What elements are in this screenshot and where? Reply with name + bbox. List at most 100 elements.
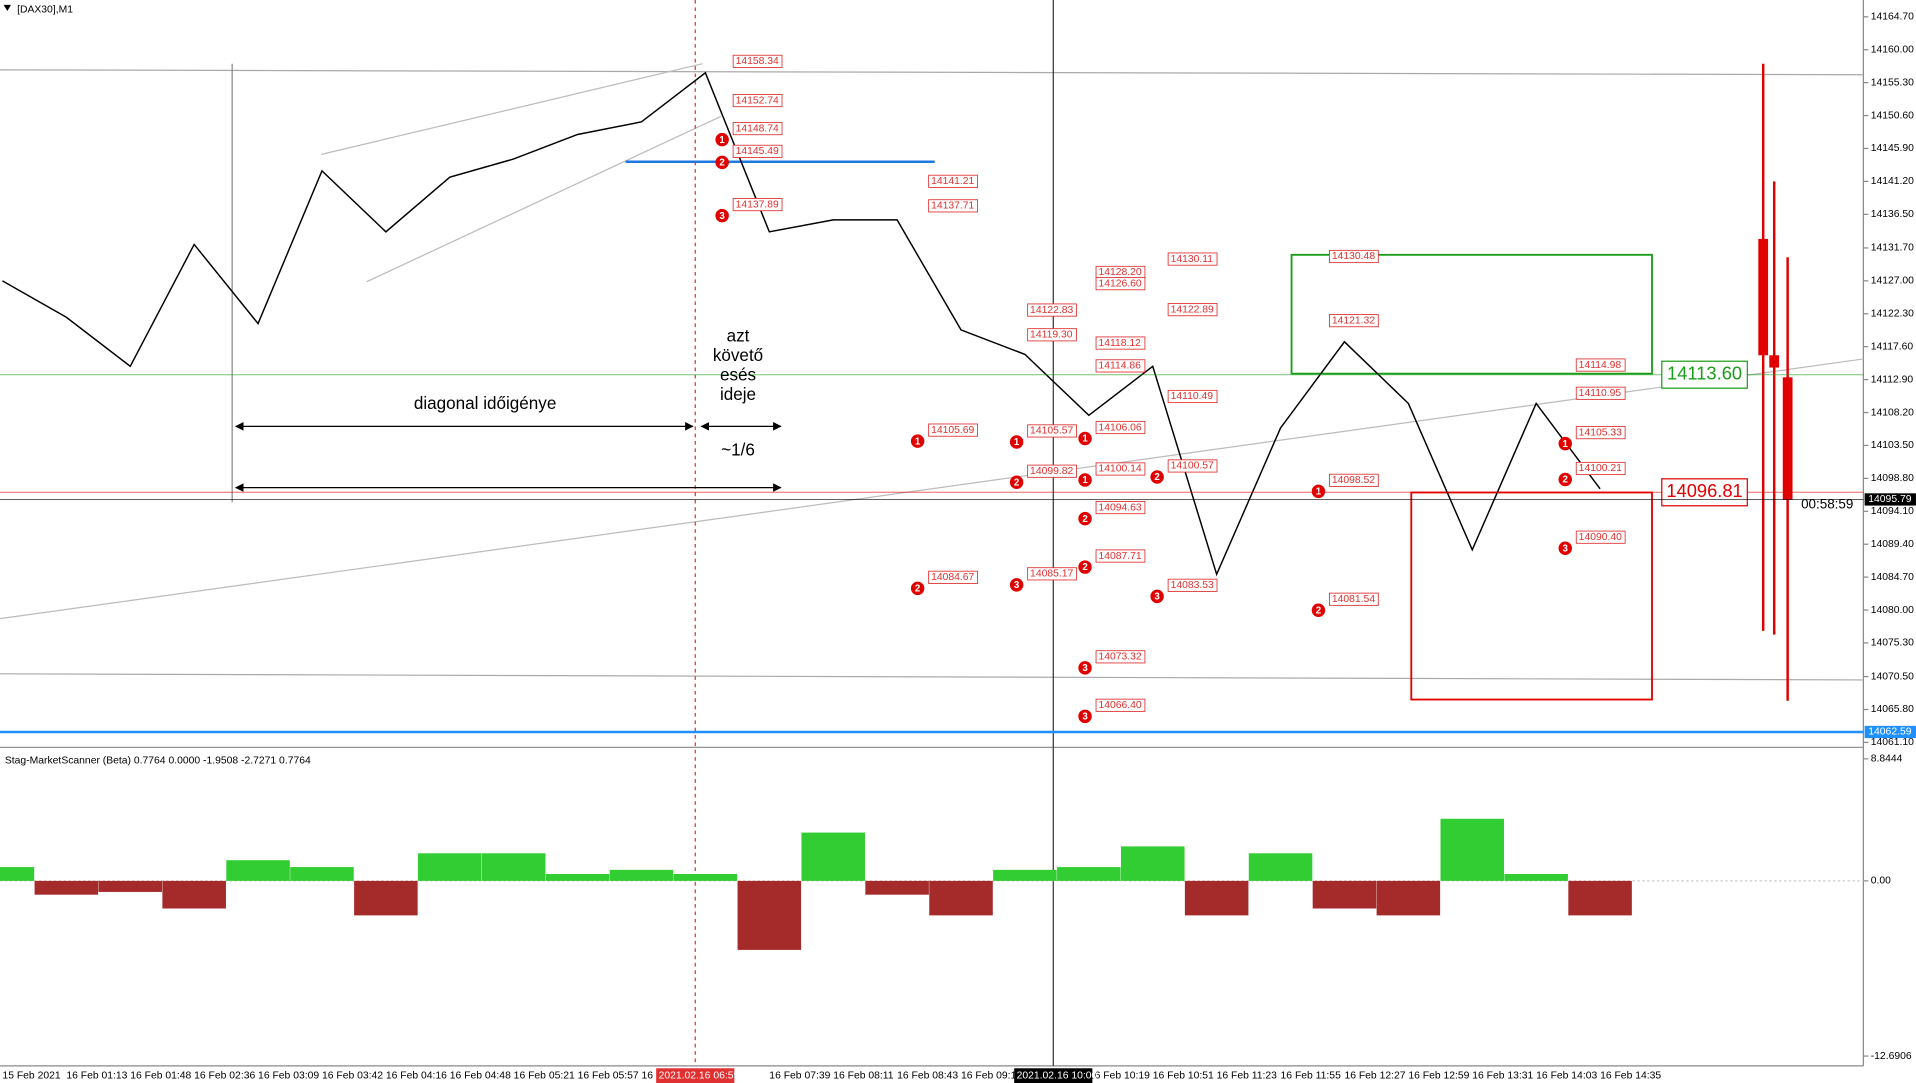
price-label-box (1095, 420, 1146, 435)
step-badge (1311, 484, 1326, 499)
y-tick-label: 14070.50 (1871, 671, 1914, 682)
chart-title: [DAX30],M1 (17, 5, 73, 16)
y-tick-label: 8.8444 (1871, 754, 1903, 765)
histogram-bar (0, 867, 35, 881)
marker-box (1661, 478, 1748, 507)
y-tick-label: 14094.10 (1871, 506, 1914, 517)
price-label: 14105.69 (931, 425, 974, 436)
y-tick-label: 14145.90 (1871, 143, 1914, 154)
histogram-bar (993, 869, 1057, 881)
price-label-box (732, 54, 783, 68)
y-tick-label: 14108.20 (1871, 407, 1914, 418)
price-label: 14100.14 (1098, 464, 1141, 475)
candle-body (1782, 377, 1793, 500)
x-tick-label: 16 (641, 1070, 653, 1081)
x-tick-label: 16 Feb 01:13 (66, 1070, 127, 1081)
price-label-box (732, 122, 783, 136)
countdown-timer: 00:58:59 (1801, 496, 1853, 511)
price-label-box (1027, 424, 1077, 438)
price-label: 14137.89 (736, 199, 779, 210)
x-tick-label: 16 Feb 07:39 (769, 1070, 830, 1081)
price-label-box (1167, 459, 1218, 473)
price-label: 14105.57 (1030, 426, 1073, 437)
price-label: 14081.54 (1332, 594, 1375, 605)
marker-label: 14113.60 (1667, 363, 1742, 384)
x-tick-label: 16 Feb 13:31 (1472, 1070, 1533, 1081)
x-tick-label: 16 Feb 08:11 (833, 1070, 894, 1081)
price-label: 14122.83 (1030, 305, 1073, 316)
price-label-box (1575, 530, 1626, 544)
x-tick-label: 16 Feb 05:21 (514, 1070, 575, 1081)
marker-label: 14096.81 (1666, 480, 1742, 501)
marker-box (1661, 360, 1748, 389)
crosshair-time-label: 2021.02.16 10:00 (1017, 1070, 1098, 1081)
x-tick-label: 16 Feb 14:35 (1600, 1070, 1661, 1081)
step-badge (1078, 709, 1092, 724)
y-tick-label: 14131.70 (1871, 243, 1914, 254)
step-number: 3 (1014, 580, 1020, 591)
step-number: 3 (1082, 711, 1088, 722)
step-badge (1078, 661, 1092, 675)
x-tick-label: 16 Feb 04:16 (386, 1070, 447, 1081)
step-badge (1558, 436, 1572, 451)
x-tick-label: 16 Feb 12:27 (1344, 1070, 1405, 1081)
price-label-box (1095, 549, 1146, 563)
x-tick-label: 16 Feb 08:43 (897, 1070, 958, 1081)
x-tick-label: 16 Feb 12:59 (1408, 1070, 1469, 1081)
histogram-bar (1057, 867, 1121, 881)
step-badge (1150, 589, 1164, 604)
y-tick-label: 14150.60 (1871, 110, 1914, 121)
x-tick-label: 16 Feb 11:23 (1217, 1070, 1278, 1081)
price-label-box (1575, 461, 1626, 476)
step-badge (1078, 560, 1092, 574)
step-number: 3 (1563, 543, 1569, 554)
y-tick-label: 14164.70 (1871, 12, 1914, 23)
price-label: 14114.98 (1579, 360, 1622, 371)
price-label: 14118.12 (1098, 338, 1141, 349)
price-label-box (1095, 462, 1146, 476)
histogram-bar (737, 880, 802, 950)
annotation: követő (713, 346, 763, 365)
histogram-bar (354, 880, 418, 916)
histogram-bar (801, 832, 865, 881)
price-label: 14099.82 (1030, 466, 1073, 477)
annotation: esés (720, 366, 756, 385)
step-badge (1078, 431, 1092, 446)
price-label-box (1095, 277, 1146, 291)
price-label: 14141.21 (931, 176, 974, 187)
price-label: 14073.32 (1098, 652, 1141, 663)
price-label-box (928, 570, 978, 584)
trend-line (366, 115, 722, 283)
y-tick-label: 14160.00 (1871, 44, 1914, 55)
price-label-box (1328, 314, 1379, 328)
price-label: 14087.71 (1098, 551, 1141, 562)
price-line (2, 71, 1601, 577)
price-label-box (1575, 358, 1626, 372)
step-badge (1009, 475, 1024, 489)
step-badge (910, 581, 925, 596)
price-label: 14130.11 (1171, 254, 1214, 265)
step-number: 2 (719, 158, 725, 169)
price-label: 14083.53 (1171, 580, 1214, 591)
histogram-bar (1568, 880, 1632, 916)
price-label: 14090.40 (1579, 532, 1622, 543)
menu-arrow (3, 4, 11, 12)
price-label-box (1328, 249, 1379, 264)
x-tick-label: 16 Feb 10:19 (1089, 1070, 1150, 1081)
price-label: 14128.20 (1098, 267, 1141, 278)
price-label-box (928, 423, 978, 437)
candle-body (1758, 238, 1769, 356)
histogram-bar (1376, 880, 1441, 916)
price-label: 14100.21 (1579, 463, 1622, 474)
histogram-bar (481, 853, 546, 881)
y-tick-label: 14117.60 (1871, 341, 1914, 352)
price-label: 14119.30 (1030, 330, 1073, 341)
histogram-bar (1312, 880, 1377, 909)
step-badge (715, 132, 729, 147)
x-tick-label: 16 Feb 11:55 (1281, 1070, 1342, 1081)
level-line (0, 69, 1864, 76)
price-label-box (1328, 473, 1379, 487)
